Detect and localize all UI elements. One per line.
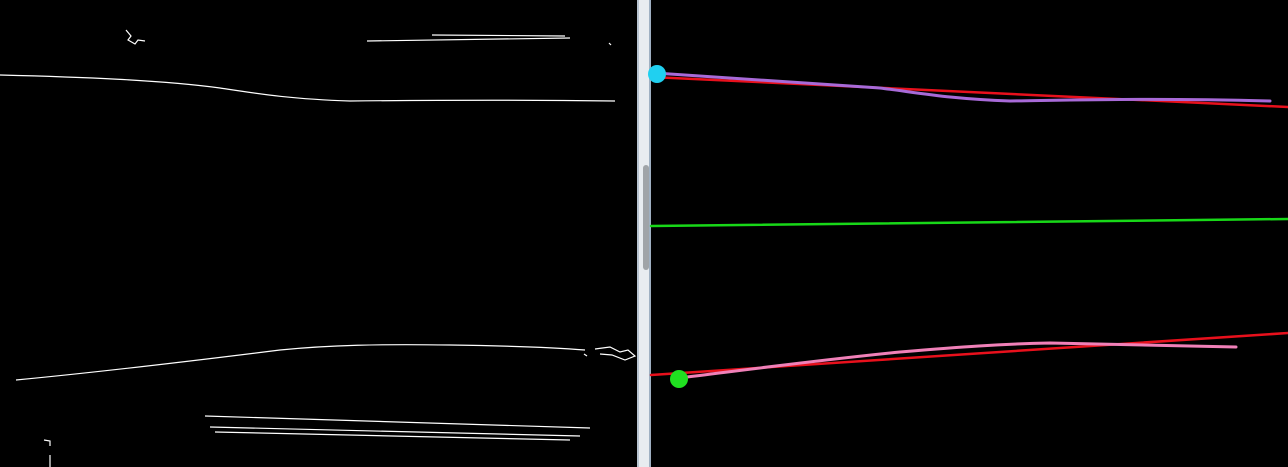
lanes — [649, 71, 1288, 380]
fit-line — [649, 75, 1288, 109]
edge-line — [214, 431, 571, 441]
divider-edge — [649, 0, 651, 467]
edge-line — [366, 37, 571, 42]
edge-line — [209, 426, 581, 437]
lane-panel — [651, 0, 1288, 467]
scrollbar-thumb[interactable] — [643, 165, 649, 270]
edge-line — [0, 74, 616, 102]
divider-edge — [637, 0, 639, 467]
lane-curve — [653, 71, 1272, 103]
edge-noise — [608, 42, 612, 46]
center-line — [649, 217, 1288, 228]
start-point — [648, 65, 666, 83]
lane-curve — [677, 341, 1238, 380]
edge-panel — [0, 0, 637, 467]
edge-noise — [583, 353, 588, 357]
start-point — [670, 370, 688, 388]
edge-line — [431, 34, 566, 37]
edge-line — [204, 415, 591, 429]
edges — [0, 29, 637, 467]
edge-noise — [125, 29, 146, 45]
edge-noise — [594, 346, 637, 361]
edge-noise — [43, 439, 51, 446]
edge-line — [15, 344, 586, 381]
